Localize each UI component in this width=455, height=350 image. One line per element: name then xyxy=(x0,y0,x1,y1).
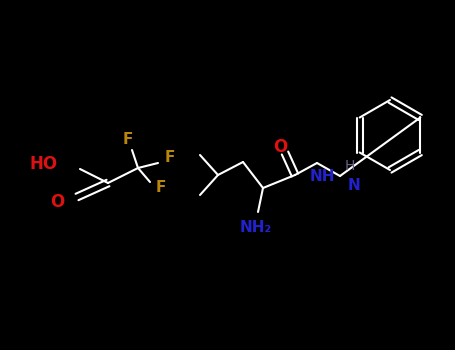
Text: O: O xyxy=(273,138,287,156)
Text: F: F xyxy=(156,180,167,195)
Text: F: F xyxy=(165,149,175,164)
Text: HO: HO xyxy=(30,155,58,173)
Text: H: H xyxy=(345,159,355,173)
Text: NH₂: NH₂ xyxy=(240,220,272,235)
Text: F: F xyxy=(123,133,133,147)
Text: N: N xyxy=(348,178,361,193)
Text: NH: NH xyxy=(309,169,335,184)
Text: O: O xyxy=(50,193,64,211)
